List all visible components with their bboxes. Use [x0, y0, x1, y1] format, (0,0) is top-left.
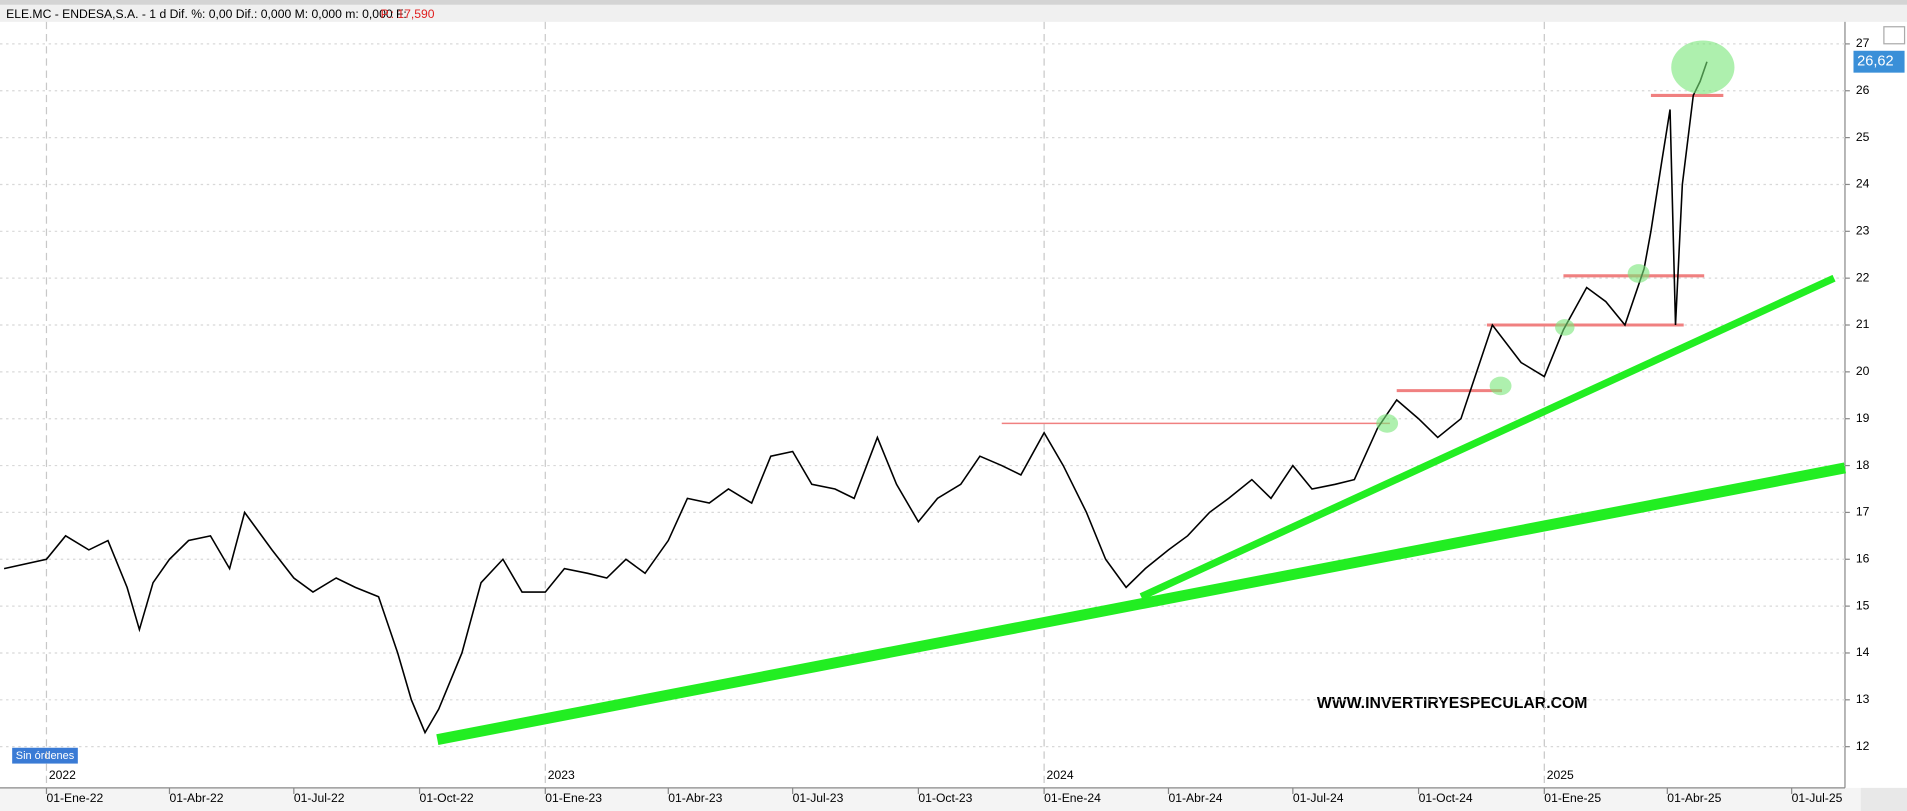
y-tick-label: 13	[1856, 692, 1870, 706]
x-tick-label: 01-Abr-22	[169, 791, 223, 805]
y-axis-strip	[1844, 21, 1907, 788]
x-tick-label: 01-Oct-22	[420, 791, 474, 805]
status-box	[12, 747, 78, 764]
y-tick-label: 16	[1856, 551, 1870, 565]
last-price-label: 26,62	[1857, 54, 1893, 70]
year-label: 2024	[1047, 768, 1074, 782]
corner-button[interactable]	[1883, 26, 1906, 45]
highlight	[1376, 414, 1399, 433]
trendline	[436, 462, 1847, 746]
window-top	[0, 0, 1907, 5]
y-tick-label: 26	[1856, 83, 1870, 97]
status-text: Sin órdenes	[16, 750, 75, 762]
x-tick-label: 01-Jul-24	[1293, 791, 1344, 805]
x-tick-label: 01-Ene-25	[1544, 791, 1601, 805]
x-axis-strip	[0, 787, 1907, 811]
y-tick-label: 24	[1856, 177, 1870, 191]
header-price: P.: 17,590	[381, 7, 435, 21]
x-tick-label: 01-Abr-24	[1168, 791, 1222, 805]
x-tick-label: 01-Ene-22	[46, 791, 103, 805]
toolbar-icons[interactable]	[1860, 787, 1907, 811]
plot: 12 13 14 15 16 17 18 19 20 21 22 23 24 25 26 27 2022 2023…	[0, 21, 1905, 805]
y-tick-label: 15	[1856, 598, 1870, 612]
x-tick-label: 01-Abr-23	[668, 791, 722, 805]
y-tick-label: 12	[1856, 739, 1870, 753]
x-tick-label: 01-Oct-24	[1419, 791, 1473, 805]
y-tick-label: 18	[1856, 458, 1870, 472]
price-line	[3, 61, 1708, 735]
x-tick-label: 01-Jul-22	[294, 791, 345, 805]
x-tick-label: 01-Ene-24	[1044, 791, 1101, 805]
y-tick-label: 14	[1856, 645, 1870, 659]
year-label: 2022	[49, 768, 76, 782]
y-tick-label: 23	[1856, 224, 1870, 238]
y-tick-label: 20	[1856, 364, 1870, 378]
y-tick-label: 25	[1856, 130, 1870, 144]
x-tick-label: 01-Jul-25	[1792, 791, 1843, 805]
y-tick-label: 19	[1856, 411, 1870, 425]
last-price-tag	[1853, 50, 1905, 73]
highlight	[1555, 319, 1575, 336]
y-tick-label: 27	[1856, 36, 1870, 50]
trendline	[1139, 274, 1836, 601]
year-label: 2025	[1547, 768, 1574, 782]
header-text: ELE.MC - ENDESA,S.A. - 1 d Dif. %: 0,00 …	[6, 7, 407, 21]
header-bar	[0, 4, 1907, 22]
y-tick-label: 21	[1856, 317, 1870, 331]
y-tick-label: 22	[1856, 270, 1870, 284]
x-tick-label: 01-Oct-23	[918, 791, 972, 805]
watermark: WWW.INVERTIRYESPECULAR.COM	[1317, 695, 1588, 712]
x-tick-label: 01-Abr-25	[1667, 791, 1721, 805]
y-tick-label: 17	[1856, 505, 1870, 519]
highlight	[1671, 40, 1735, 95]
highlight	[1489, 376, 1512, 396]
year-label: 2023	[548, 768, 575, 782]
x-tick-label: 01-Ene-23	[545, 791, 602, 805]
x-tick-label: 01-Jul-23	[793, 791, 844, 805]
highlight	[1627, 264, 1650, 283]
